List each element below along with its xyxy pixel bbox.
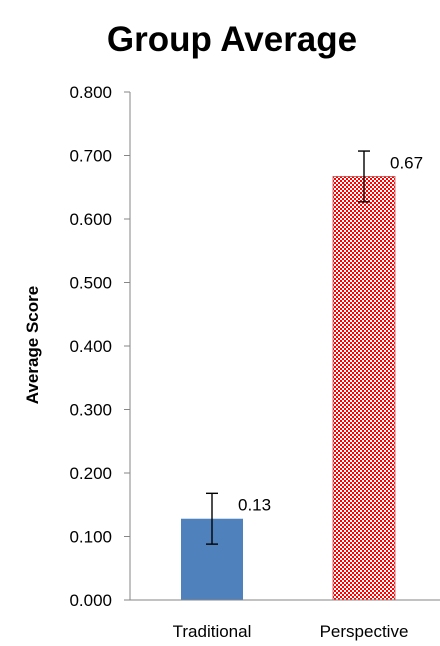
bar-perspective [332, 176, 396, 601]
data-label: 0.13 [238, 496, 271, 515]
y-tick-label: 0.600 [69, 210, 112, 229]
y-tick-label: 0.500 [69, 274, 112, 293]
y-tick-label: 0.800 [69, 83, 112, 102]
y-tick-label: 0.700 [69, 147, 112, 166]
y-tick-label: 0.100 [69, 528, 112, 547]
y-tick-label: 0.300 [69, 401, 112, 420]
x-category-label: Traditional [173, 622, 252, 641]
chart-title: Group Average [107, 20, 357, 59]
y-tick-label: 0.000 [69, 591, 112, 610]
axes-group [129, 92, 440, 601]
category-labels-group: Traditional Perspective [173, 622, 409, 641]
error-bars-group [206, 150, 370, 545]
y-tick-label: 0.400 [69, 337, 112, 356]
bars-group [181, 176, 396, 601]
data-label: 0.67 [390, 153, 423, 172]
y-tick-label: 0.200 [69, 464, 112, 483]
x-category-label: Perspective [320, 622, 409, 641]
data-labels-group: 0.13 0.67 [238, 153, 423, 514]
y-axis-ticks: 0.000 0.100 0.200 0.300 0.400 0.500 0.600 0.700… [69, 83, 130, 610]
y-axis-label: Average Score [23, 286, 42, 404]
